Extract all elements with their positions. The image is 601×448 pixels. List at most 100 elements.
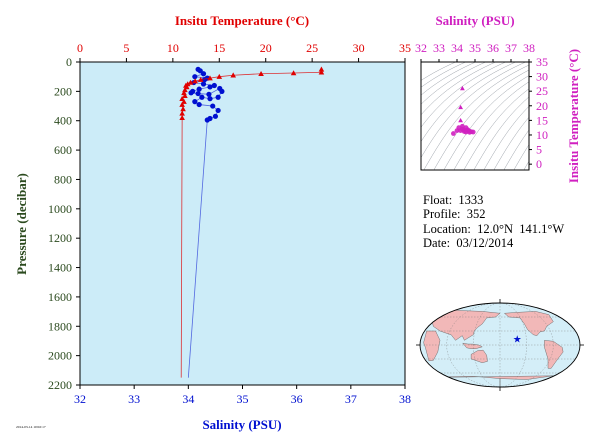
ts-top-tick-label: 38 <box>523 41 535 55</box>
top-tick-label: 25 <box>306 41 318 55</box>
ts-point <box>458 104 463 110</box>
ts-contour <box>463 88 529 170</box>
ts-contour <box>503 129 529 170</box>
ts-contour <box>513 144 529 170</box>
salinity-point <box>200 81 207 87</box>
temperature-point <box>197 76 204 82</box>
ts-contour <box>453 81 529 170</box>
ts-right-tick-label: 25 <box>536 84 548 98</box>
ts-plot-area <box>421 62 529 170</box>
bottom-tick-label: 33 <box>128 392 140 406</box>
left-tick-label: 2200 <box>48 378 72 392</box>
world-map: ★ <box>416 299 584 391</box>
salinity-point <box>196 86 202 92</box>
ts-contour <box>473 96 529 170</box>
map-landmass <box>470 349 488 363</box>
temperature-point <box>180 106 186 112</box>
ts-right-tick-label: 30 <box>536 70 548 84</box>
ts-contour <box>433 69 529 170</box>
top-tick-label: 0 <box>77 41 83 55</box>
temperature-point <box>290 70 297 76</box>
salinity-point <box>212 113 219 119</box>
bottom-tick-label: 36 <box>291 392 303 406</box>
salinity-point <box>207 96 213 102</box>
map-landmass <box>503 311 554 336</box>
salinity-point <box>200 71 207 77</box>
ts-point <box>458 117 463 123</box>
ts-right-tick-label: 5 <box>536 143 542 157</box>
ts-contour <box>421 62 497 116</box>
top-tick-label: 35 <box>399 41 411 55</box>
temperature-point <box>258 70 264 76</box>
ts-contour <box>421 62 457 81</box>
salinity-point <box>215 94 221 100</box>
left-tick-label: 600 <box>54 143 72 157</box>
ts-top-tick-label: 33 <box>433 41 445 55</box>
bottom-axis-title: Salinity (PSU) <box>202 417 281 432</box>
ts-top-tick-label: 32 <box>415 41 427 55</box>
bottom-tick-label: 35 <box>237 392 249 406</box>
ts-contour <box>591 52 601 175</box>
temperature-point <box>182 87 188 93</box>
salinity-point <box>196 101 202 108</box>
salinity-point <box>199 94 205 100</box>
left-tick-label: 400 <box>54 114 72 128</box>
left-tick-label: 1000 <box>48 202 72 216</box>
temperature-point <box>179 101 185 107</box>
ts-point <box>451 131 456 136</box>
left-axis-title: Pressure (decibar) <box>14 173 29 275</box>
ts-point <box>467 129 472 135</box>
map-landmass <box>555 306 572 318</box>
profile-axes: 0 5 10 15 20 25 30 35 32 33 34 35 36 37 38 0 200 400 600 80… <box>48 41 411 406</box>
ts-top-tick-label: 36 <box>487 41 499 55</box>
ts-top-tick-label: 37 <box>505 41 517 55</box>
salinity-point <box>210 103 216 109</box>
ts-contour <box>421 62 477 96</box>
temperature-point <box>318 69 325 75</box>
date: Date: 03/12/2014 <box>423 235 514 250</box>
temperature-point <box>179 110 185 116</box>
profile-number: Profile: 352 <box>423 207 486 222</box>
temperature-point <box>216 73 223 79</box>
map-meridian <box>446 303 501 387</box>
left-tick-label: 0 <box>66 55 72 69</box>
top-tick-label: 10 <box>167 41 179 55</box>
temperature-point <box>179 114 185 121</box>
left-tick-label: 200 <box>54 84 72 98</box>
left-tick-label: 1400 <box>48 261 72 275</box>
salinity-point <box>211 82 217 89</box>
salinity-point <box>192 74 198 80</box>
ts-point <box>460 85 465 91</box>
ts-contour <box>421 62 467 88</box>
ts-contour <box>421 62 527 159</box>
top-tick-label: 5 <box>123 41 129 55</box>
star-icon: ★ <box>513 334 522 345</box>
ts-contour <box>443 75 529 170</box>
salinity-point <box>219 88 225 94</box>
left-tick-label: 1800 <box>48 319 72 333</box>
temperature-point <box>192 78 198 84</box>
map-meridian <box>499 303 527 387</box>
ts-density-contours <box>421 52 601 175</box>
ts-contour <box>423 64 529 170</box>
ts-top-tick-label: 35 <box>469 41 481 55</box>
salinity-point <box>206 91 212 97</box>
salinity-point <box>201 77 208 83</box>
left-tick-label: 1600 <box>48 290 72 304</box>
top-tick-label: 20 <box>260 41 272 55</box>
map-landmass <box>423 330 441 362</box>
salinity-point <box>188 90 194 96</box>
map-landmass <box>544 340 564 369</box>
salinity-point <box>195 90 201 97</box>
profile-series <box>179 66 325 378</box>
bottom-tick-label: 37 <box>345 392 357 406</box>
temperature-point <box>318 66 325 72</box>
profile-plot-area <box>80 62 405 385</box>
top-tick-label: 30 <box>353 41 365 55</box>
bottom-tick-label: 32 <box>74 392 86 406</box>
ts-right-tick-label: 0 <box>536 157 542 171</box>
top-axis-title: Insitu Temperature (°C) <box>175 13 309 28</box>
